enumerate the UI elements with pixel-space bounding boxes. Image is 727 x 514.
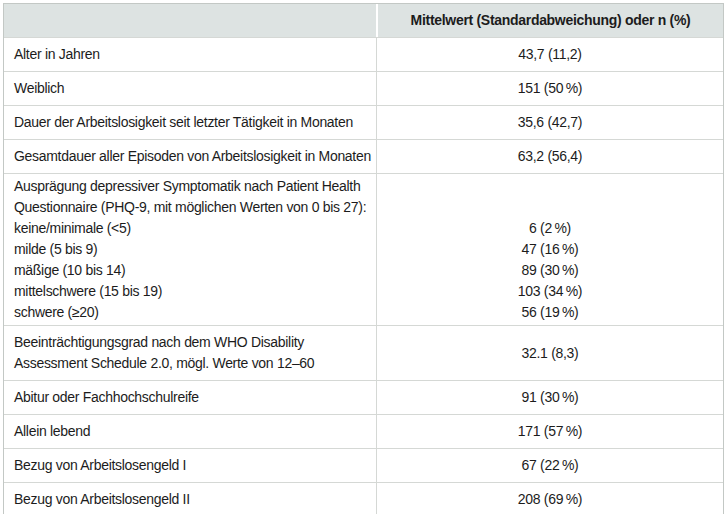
- row-value-line: 56 (19 %): [387, 302, 713, 323]
- row-label-cell: Ausprägung depressiver Symptomatik nach …: [4, 174, 376, 325]
- header-empty-cell: [4, 4, 376, 37]
- row-value-line: [387, 176, 713, 197]
- row-label-cell: Weiblich: [4, 72, 376, 105]
- row-value: 32.1 (8,3): [387, 343, 713, 364]
- row-label-line: milde (5 bis 9): [14, 239, 97, 260]
- row-label-cell: Gesamtdauer aller Episoden von Arbeitslo…: [4, 140, 376, 173]
- header-value-label: Mittelwert (Standardabweichung) oder n (…: [388, 10, 713, 31]
- table-row: Alter in Jahren 43,7 (11,2): [4, 37, 723, 71]
- row-label: Bezug von Arbeitslosengeld II: [14, 489, 190, 510]
- row-value: 91 (30 %): [387, 387, 713, 408]
- table-row: Dauer der Arbeitslosigkeit seit letzter …: [4, 105, 723, 139]
- row-value-line: 103 (34 %): [387, 281, 713, 302]
- row-value-cell: 35,6 (42,7): [376, 106, 723, 139]
- table-row: Weiblich 151 (50 %): [4, 71, 723, 105]
- table-row: Allein lebend 171 (57 %): [4, 414, 723, 448]
- row-value: 151 (50 %): [387, 78, 713, 99]
- row-value-line: [387, 197, 713, 218]
- row-label-cell: Dauer der Arbeitslosigkeit seit letzter …: [4, 106, 376, 139]
- row-value-cell: 91 (30 %): [376, 381, 723, 414]
- row-label-line: schwere (≥20): [14, 302, 99, 323]
- row-value: 171 (57 %): [387, 421, 713, 442]
- row-label-line: Assessment Schedule 2.0, mögl. Werte von…: [14, 353, 314, 374]
- table-row-phq9: Ausprägung depressiver Symptomatik nach …: [4, 173, 723, 325]
- row-value: 63,2 (56,4): [387, 146, 713, 167]
- table-row: Abitur oder Fachhochschulreife 91 (30 %): [4, 380, 723, 414]
- row-value-cell: 43,7 (11,2): [376, 38, 723, 71]
- row-label: Abitur oder Fachhochschulreife: [14, 387, 199, 408]
- row-label-cell: Bezug von Arbeitslosengeld I: [4, 449, 376, 482]
- row-label-cell: Abitur oder Fachhochschulreife: [4, 381, 376, 414]
- row-value-cell: 208 (69 %): [376, 483, 723, 514]
- table-row-whodas: Beeinträchtigungsgrad nach dem WHO Disab…: [4, 325, 723, 380]
- row-label-cell: Allein lebend: [4, 415, 376, 448]
- row-label: Bezug von Arbeitslosengeld I: [14, 455, 186, 476]
- row-label-line: mäßige (10 bis 14): [14, 260, 125, 281]
- row-label: Dauer der Arbeitslosigkeit seit letzter …: [14, 112, 353, 133]
- row-value-cell: 63,2 (56,4): [376, 140, 723, 173]
- row-value: 35,6 (42,7): [387, 112, 713, 133]
- row-label: Alter in Jahren: [14, 44, 100, 65]
- row-label-line: mittelschwere (15 bis 19): [14, 281, 162, 302]
- row-label-line: Beeinträchtigungsgrad nach dem WHO Disab…: [14, 332, 304, 353]
- row-value-cell: 171 (57 %): [376, 415, 723, 448]
- row-label-cell: Alter in Jahren: [4, 38, 376, 71]
- row-value-cell: 6 (2 %) 47 (16 %) 89 (30 %) 103 (34 %) 5…: [376, 174, 723, 325]
- table-row: Gesamtdauer aller Episoden von Arbeitslo…: [4, 139, 723, 173]
- row-value-cell: 32.1 (8,3): [376, 326, 723, 380]
- row-value-cell: 67 (22 %): [376, 449, 723, 482]
- row-value: 67 (22 %): [387, 455, 713, 476]
- row-value-line: 89 (30 %): [387, 260, 713, 281]
- row-label: Gesamtdauer aller Episoden von Arbeitslo…: [14, 146, 371, 167]
- row-value-line: 47 (16 %): [387, 239, 713, 260]
- row-value-cell: 151 (50 %): [376, 72, 723, 105]
- row-value-line: 6 (2 %): [387, 218, 713, 239]
- header-value-cell: Mittelwert (Standardabweichung) oder n (…: [376, 4, 723, 37]
- row-value: 208 (69 %): [387, 489, 713, 510]
- row-label-line: Questionnaire (PHQ-9, mit möglichen Wert…: [14, 197, 366, 218]
- row-label: Allein lebend: [14, 421, 90, 442]
- table-header-row: Mittelwert (Standardabweichung) oder n (…: [4, 4, 723, 37]
- row-label-line: keine/minimale (<5): [14, 218, 131, 239]
- row-value: 43,7 (11,2): [387, 44, 713, 65]
- row-label-line: Ausprägung depressiver Symptomatik nach …: [14, 176, 360, 197]
- row-label-cell: Bezug von Arbeitslosengeld II: [4, 483, 376, 514]
- table-row: Bezug von Arbeitslosengeld II 208 (69 %): [4, 482, 723, 514]
- table-row: Bezug von Arbeitslosengeld I 67 (22 %): [4, 448, 723, 482]
- sample-characteristics-table: Mittelwert (Standardabweichung) oder n (…: [3, 3, 724, 514]
- row-label-cell: Beeinträchtigungsgrad nach dem WHO Disab…: [4, 326, 376, 380]
- row-label: Weiblich: [14, 78, 64, 99]
